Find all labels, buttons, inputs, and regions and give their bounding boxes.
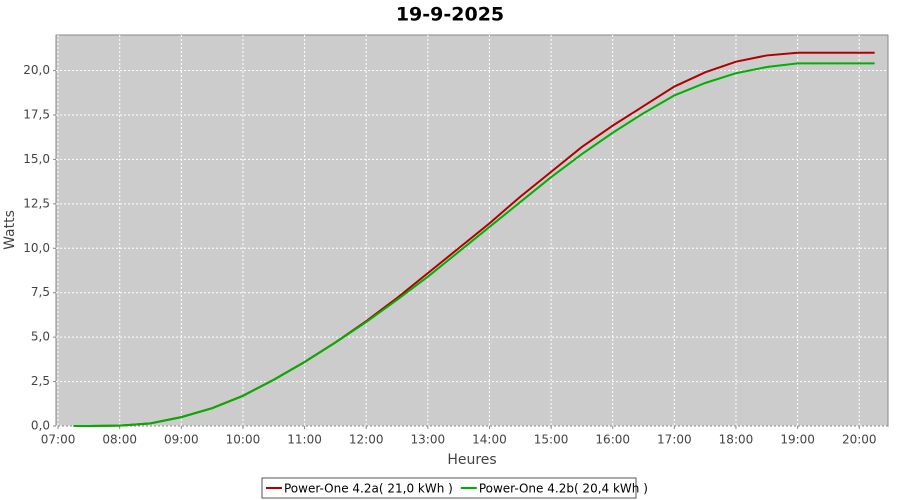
x-tick-label: 11:00	[287, 433, 322, 447]
x-tick-label: 07:00	[41, 433, 76, 447]
chart-title: 19-9-2025	[396, 4, 504, 26]
legend	[261, 477, 637, 499]
y-tick-label: 20,0	[23, 63, 50, 77]
x-tick-label: 18:00	[719, 433, 754, 447]
x-tick-label: 13:00	[411, 433, 446, 447]
y-tick-label: 12,5	[23, 196, 50, 210]
x-tick-label: 19:00	[780, 433, 815, 447]
x-tick-label: 14:00	[472, 433, 507, 447]
y-tick-label: 5,0	[31, 330, 50, 344]
x-tick-label: 08:00	[102, 433, 137, 447]
x-tick-label: 17:00	[657, 433, 692, 447]
y-tick-label: 10,0	[23, 241, 50, 255]
y-axis-label: Watts	[2, 210, 18, 250]
series-line	[73, 62, 875, 427]
y-tick-label: 17,5	[23, 107, 50, 121]
x-tick-label: 16:00	[595, 433, 630, 447]
x-tick-label: 20:00	[842, 433, 877, 447]
y-tick-label: 0,0	[31, 419, 50, 433]
y-tick-label: 15,0	[23, 152, 50, 166]
legend-label: Power-One 4.2a( 21,0 kWh )	[284, 482, 453, 496]
x-tick-label: 10:00	[226, 433, 261, 447]
y-tick-label: 2,5	[31, 374, 50, 388]
legend-label: Power-One 4.2b( 20,4 kWh )	[479, 482, 648, 496]
x-axis-label: Heures	[447, 452, 496, 468]
x-tick-label: 09:00	[164, 433, 199, 447]
y-tick-label: 7,5	[31, 285, 50, 299]
x-tick-label: 12:00	[349, 433, 384, 447]
plot-area	[55, 34, 889, 427]
x-tick-label: 15:00	[534, 433, 569, 447]
